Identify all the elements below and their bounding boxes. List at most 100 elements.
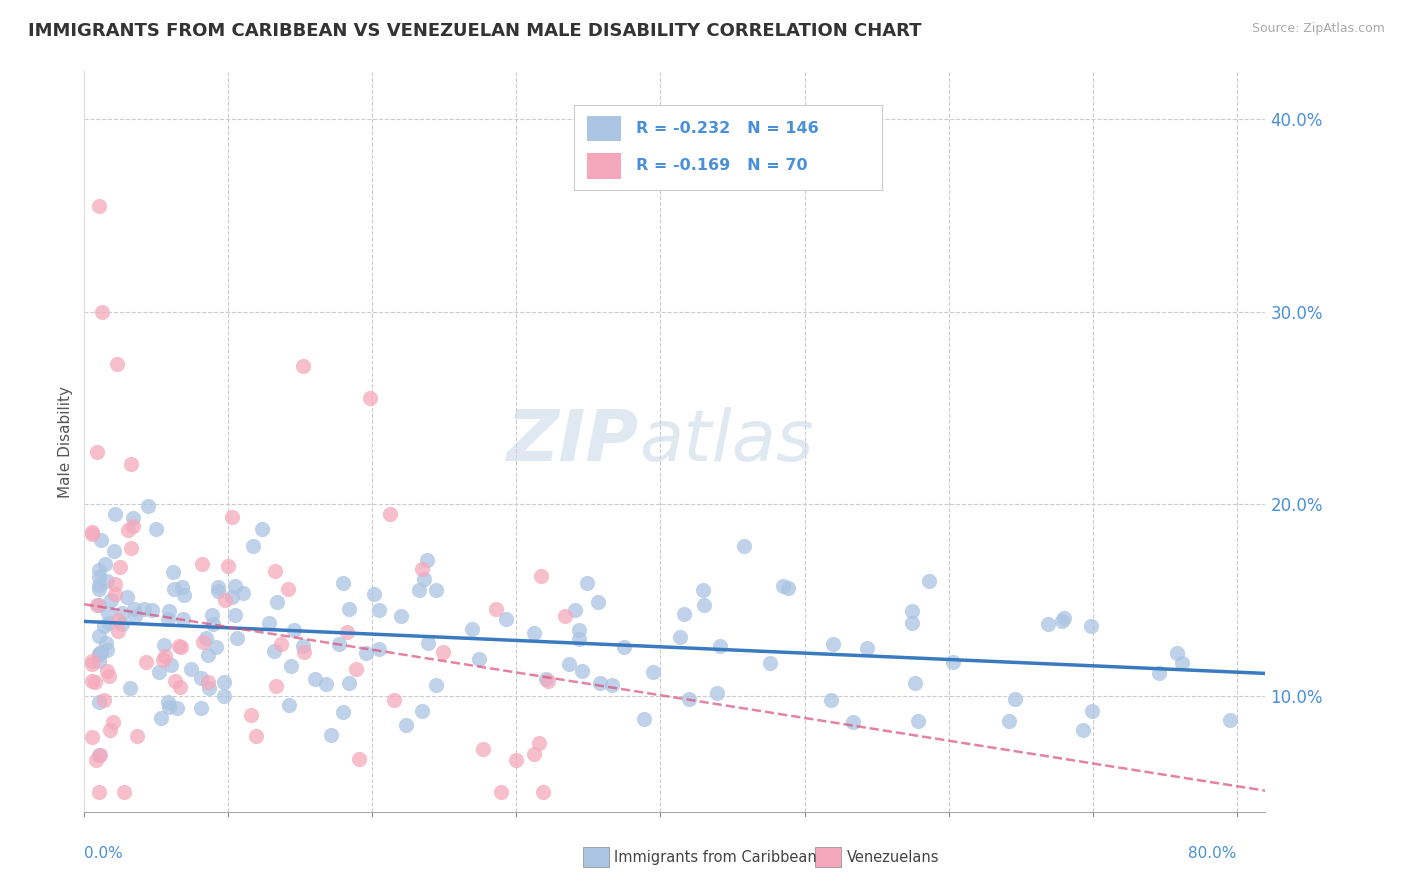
Text: atlas: atlas bbox=[640, 407, 814, 476]
Point bbox=[277, 582, 299, 596]
Point bbox=[489, 785, 512, 799]
Point bbox=[692, 583, 714, 598]
Point bbox=[332, 575, 354, 590]
Point bbox=[157, 699, 180, 714]
Point bbox=[315, 677, 337, 691]
Point bbox=[531, 785, 554, 799]
Point bbox=[110, 559, 132, 574]
Point bbox=[90, 533, 112, 548]
Point bbox=[157, 604, 180, 618]
Point bbox=[100, 593, 122, 607]
Point bbox=[495, 612, 517, 626]
Point bbox=[347, 752, 370, 766]
Point bbox=[554, 608, 576, 623]
Point bbox=[907, 714, 929, 728]
Point bbox=[240, 708, 263, 723]
Point bbox=[84, 675, 107, 690]
Point bbox=[136, 499, 159, 513]
Point bbox=[263, 643, 285, 657]
Point bbox=[942, 656, 965, 670]
Point bbox=[1219, 713, 1241, 727]
Point bbox=[571, 664, 593, 678]
Point bbox=[693, 599, 716, 613]
Point bbox=[359, 391, 381, 405]
Point bbox=[87, 785, 110, 799]
Point bbox=[107, 613, 129, 627]
Point bbox=[633, 712, 655, 726]
Point bbox=[1004, 692, 1026, 706]
Point bbox=[163, 674, 186, 689]
Point bbox=[157, 695, 180, 709]
Point bbox=[112, 785, 135, 799]
Point bbox=[344, 662, 367, 676]
Point bbox=[505, 753, 527, 767]
Point bbox=[425, 678, 447, 692]
Point bbox=[93, 619, 115, 633]
Text: Source: ZipAtlas.com: Source: ZipAtlas.com bbox=[1251, 22, 1385, 36]
Point bbox=[97, 615, 120, 630]
Point bbox=[472, 741, 495, 756]
Point bbox=[94, 636, 117, 650]
Text: ZIP: ZIP bbox=[508, 407, 640, 476]
Point bbox=[461, 622, 484, 636]
Point bbox=[105, 357, 128, 371]
Point bbox=[384, 693, 406, 707]
Point bbox=[160, 658, 183, 673]
Point bbox=[411, 561, 433, 575]
Point bbox=[166, 700, 188, 714]
Point bbox=[80, 654, 103, 668]
Point bbox=[678, 692, 700, 706]
Point bbox=[564, 603, 586, 617]
Point bbox=[1171, 656, 1194, 670]
Point bbox=[772, 579, 794, 593]
Point bbox=[291, 640, 314, 654]
Point bbox=[97, 669, 120, 683]
Point bbox=[107, 624, 129, 638]
Point bbox=[97, 606, 120, 620]
Point bbox=[162, 566, 184, 580]
Point bbox=[87, 695, 110, 709]
Point bbox=[104, 576, 127, 591]
Point bbox=[173, 588, 195, 602]
Point bbox=[89, 747, 111, 762]
Point bbox=[336, 624, 359, 639]
Point bbox=[167, 639, 190, 653]
Point bbox=[568, 632, 591, 647]
Point bbox=[197, 681, 219, 695]
Point bbox=[337, 676, 360, 690]
Point bbox=[292, 645, 315, 659]
Point bbox=[163, 582, 186, 597]
Point bbox=[257, 616, 280, 631]
Point bbox=[997, 714, 1019, 729]
Point bbox=[207, 580, 229, 594]
Point bbox=[280, 658, 302, 673]
Point bbox=[87, 582, 110, 596]
Point bbox=[98, 723, 121, 737]
Point bbox=[120, 541, 142, 555]
Point bbox=[558, 657, 581, 672]
Point bbox=[232, 586, 254, 600]
Point bbox=[319, 728, 342, 742]
Point bbox=[413, 572, 436, 586]
Point bbox=[901, 615, 924, 630]
Point bbox=[536, 672, 558, 686]
Point bbox=[214, 593, 236, 607]
Point bbox=[127, 730, 149, 744]
Point bbox=[363, 587, 385, 601]
Point bbox=[759, 656, 782, 670]
Text: 80.0%: 80.0% bbox=[1188, 847, 1237, 862]
Point bbox=[150, 711, 173, 725]
Point bbox=[226, 631, 249, 645]
Point bbox=[110, 617, 132, 632]
Point bbox=[87, 748, 110, 763]
Point bbox=[153, 638, 176, 652]
Point bbox=[135, 655, 157, 669]
Point bbox=[96, 642, 118, 657]
Point bbox=[86, 598, 108, 612]
Point bbox=[733, 539, 755, 553]
Point bbox=[122, 511, 145, 525]
Point bbox=[110, 606, 132, 620]
Point bbox=[212, 689, 235, 703]
Point bbox=[567, 624, 589, 638]
Point bbox=[217, 558, 239, 573]
